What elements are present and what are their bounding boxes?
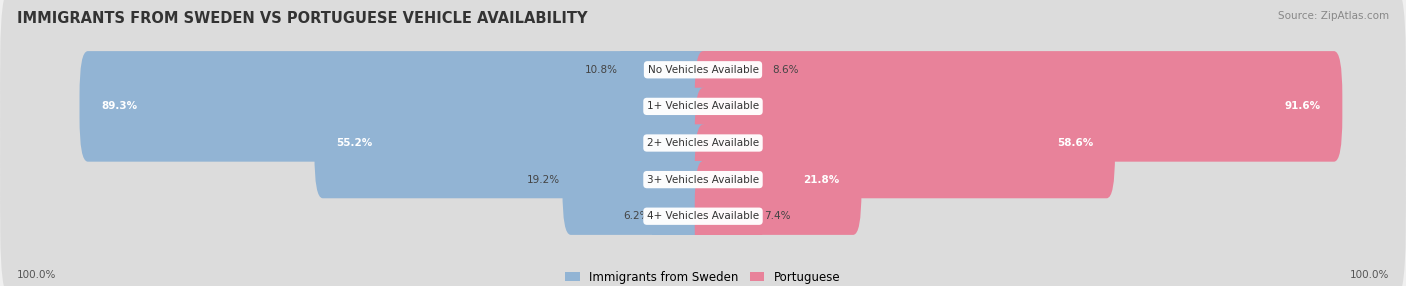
Text: 91.6%: 91.6% [1284, 102, 1320, 111]
FancyBboxPatch shape [695, 124, 862, 235]
Text: 55.2%: 55.2% [336, 138, 373, 148]
FancyBboxPatch shape [0, 92, 1406, 268]
Text: 21.8%: 21.8% [803, 175, 839, 184]
Text: 1+ Vehicles Available: 1+ Vehicles Available [647, 102, 759, 111]
Text: 7.4%: 7.4% [765, 211, 790, 221]
Text: 100.0%: 100.0% [1350, 270, 1389, 280]
FancyBboxPatch shape [0, 18, 1406, 194]
FancyBboxPatch shape [695, 88, 1115, 198]
Text: 58.6%: 58.6% [1057, 138, 1092, 148]
Text: 8.6%: 8.6% [772, 65, 799, 75]
Text: 10.8%: 10.8% [585, 65, 619, 75]
FancyBboxPatch shape [80, 51, 711, 162]
Text: IMMIGRANTS FROM SWEDEN VS PORTUGUESE VEHICLE AVAILABILITY: IMMIGRANTS FROM SWEDEN VS PORTUGUESE VEH… [17, 11, 588, 26]
Text: 3+ Vehicles Available: 3+ Vehicles Available [647, 175, 759, 184]
FancyBboxPatch shape [562, 124, 711, 235]
Text: 100.0%: 100.0% [17, 270, 56, 280]
Text: Source: ZipAtlas.com: Source: ZipAtlas.com [1278, 11, 1389, 21]
Text: 4+ Vehicles Available: 4+ Vehicles Available [647, 211, 759, 221]
Text: 6.2%: 6.2% [623, 211, 650, 221]
FancyBboxPatch shape [0, 128, 1406, 286]
FancyBboxPatch shape [695, 161, 762, 271]
Text: 2+ Vehicles Available: 2+ Vehicles Available [647, 138, 759, 148]
FancyBboxPatch shape [695, 15, 770, 125]
Text: 19.2%: 19.2% [527, 175, 561, 184]
FancyBboxPatch shape [652, 161, 711, 271]
FancyBboxPatch shape [0, 55, 1406, 231]
Legend: Immigrants from Sweden, Portuguese: Immigrants from Sweden, Portuguese [565, 271, 841, 283]
Text: No Vehicles Available: No Vehicles Available [648, 65, 758, 75]
Text: 89.3%: 89.3% [101, 102, 138, 111]
FancyBboxPatch shape [315, 88, 711, 198]
FancyBboxPatch shape [695, 51, 1343, 162]
FancyBboxPatch shape [620, 15, 711, 125]
FancyBboxPatch shape [0, 0, 1406, 158]
